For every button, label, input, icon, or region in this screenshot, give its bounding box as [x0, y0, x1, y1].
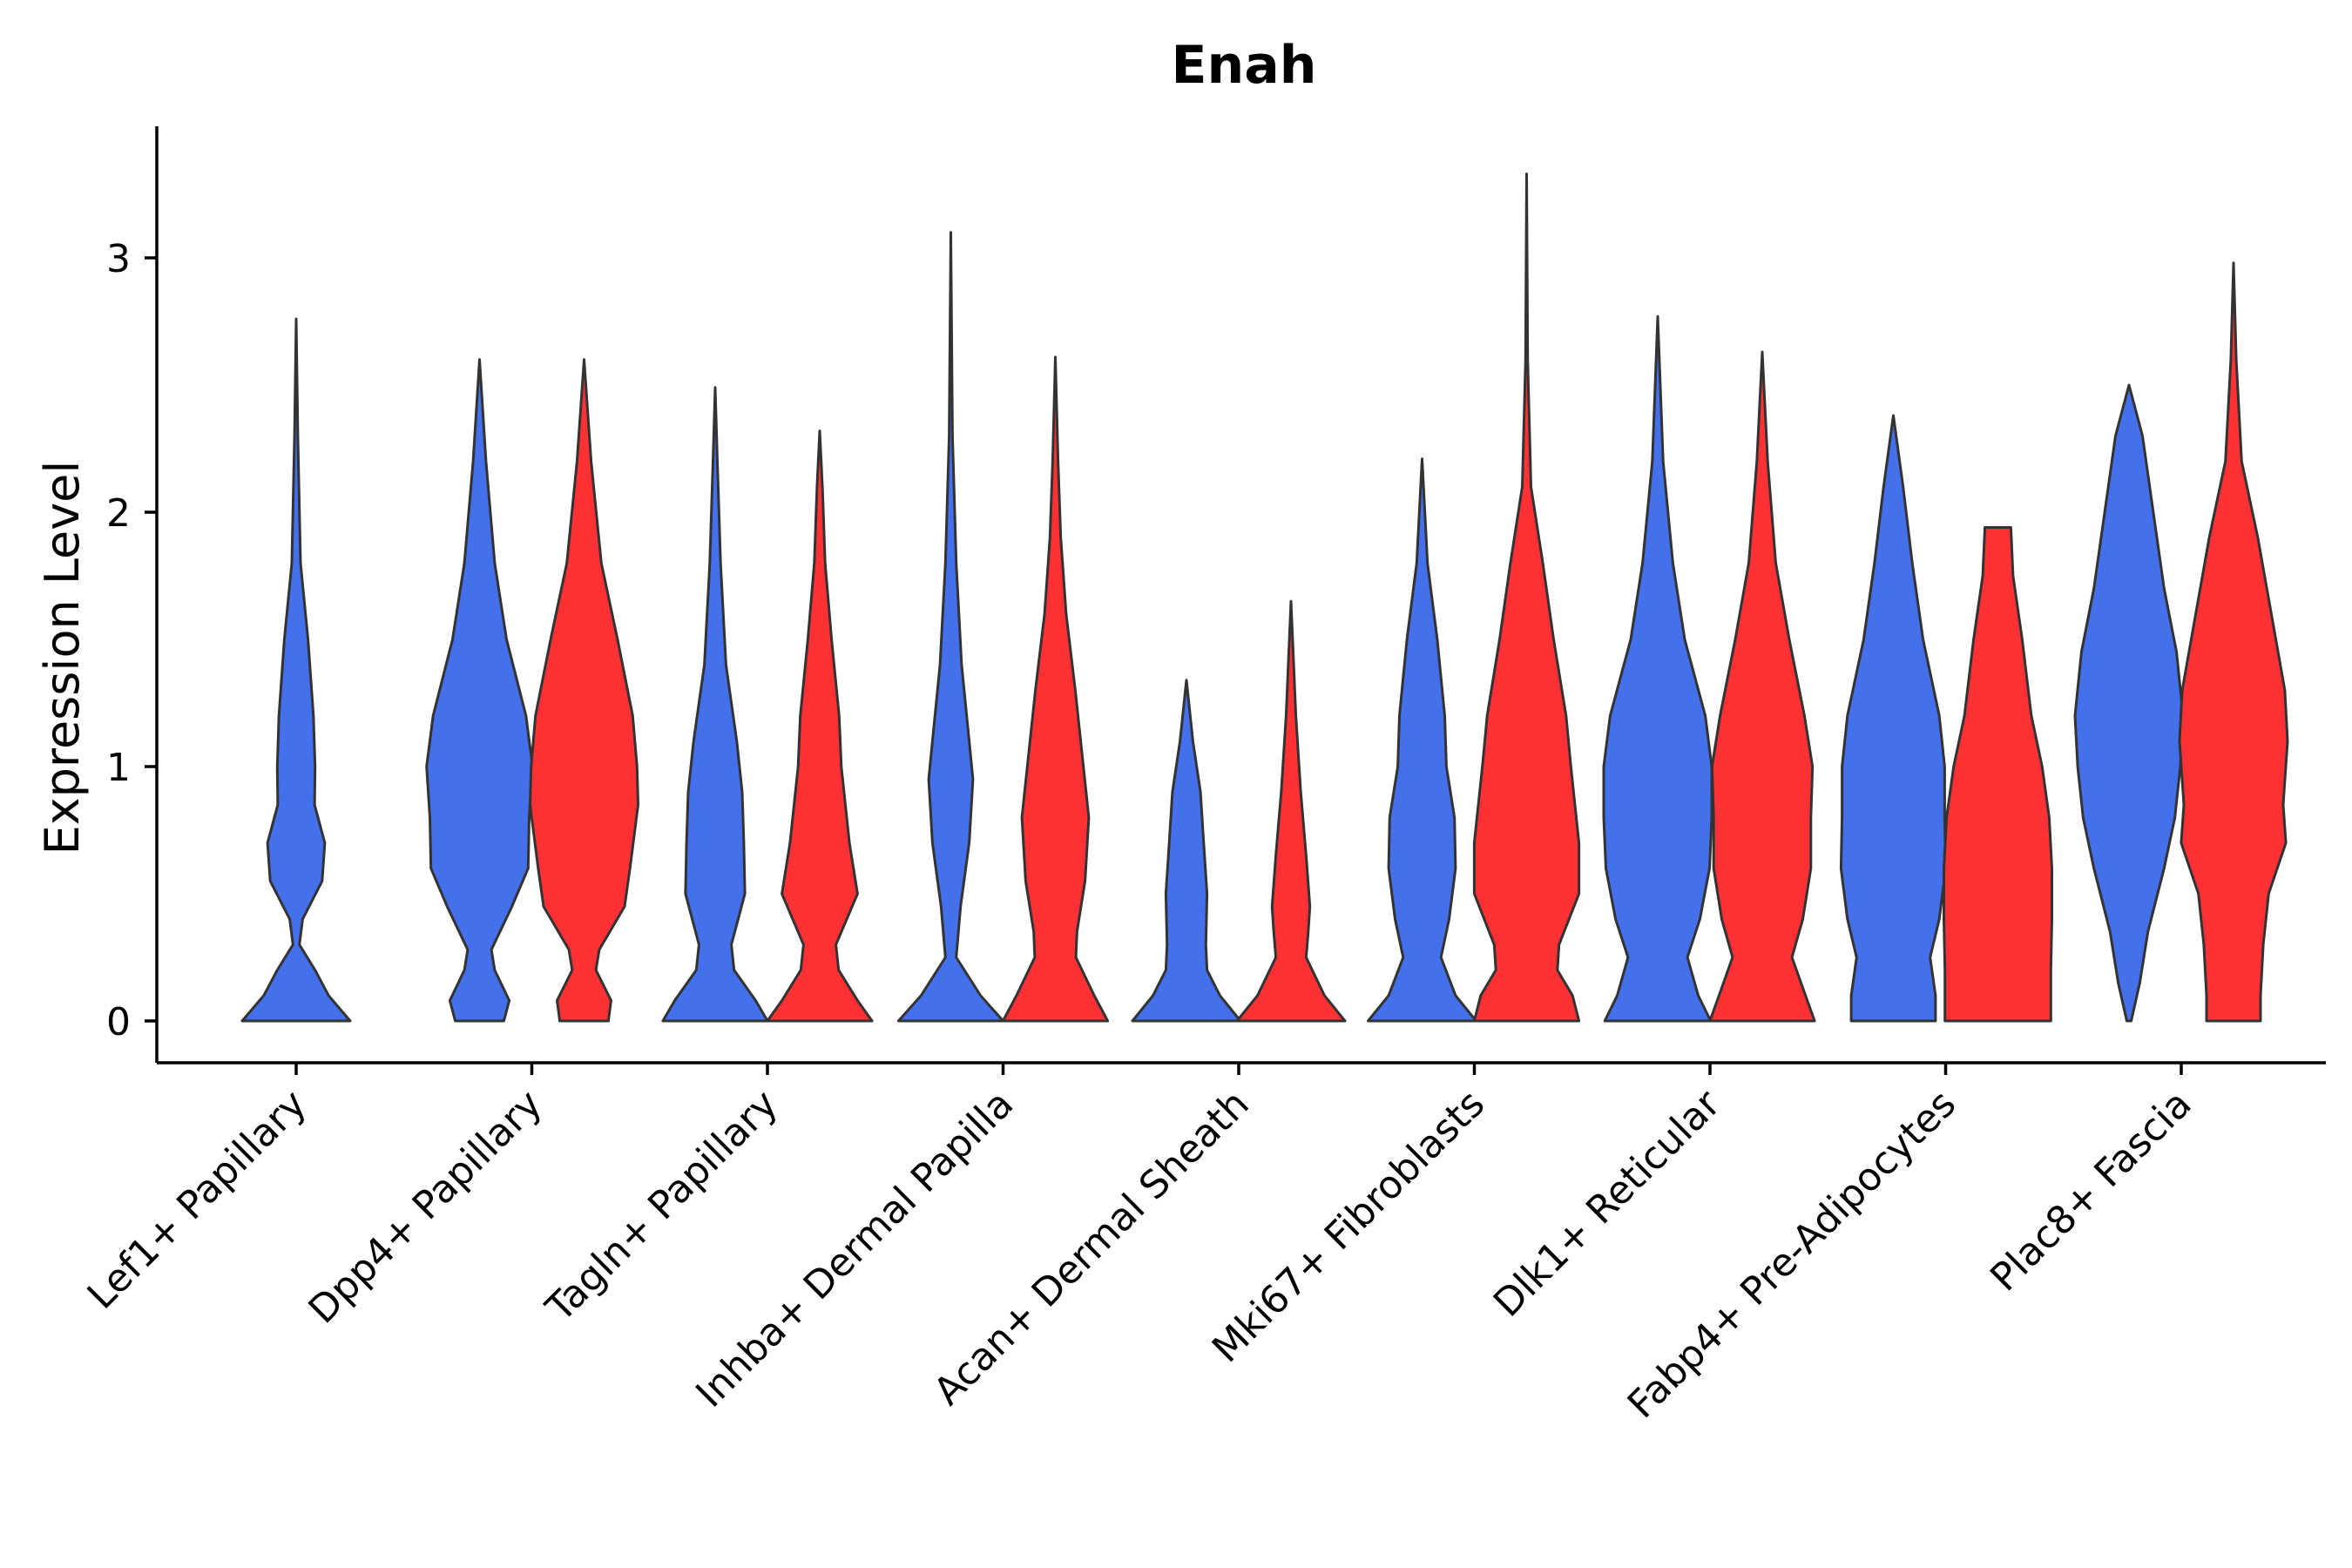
- x-tick-label: Lef1+ Papillary: [79, 1082, 315, 1318]
- violin-fabp4-pre-adipocytes-group2: [1943, 526, 2053, 1023]
- violin-layer: [240, 172, 2289, 1023]
- violin-inhba-dermal-papilla-group1: [896, 231, 1005, 1023]
- violin-fabp4-pre-adipocytes-group1: [1839, 414, 1948, 1023]
- x-tick-label: Plac8+ Fascia: [1982, 1082, 2200, 1301]
- x-tick-label: Tagln+ Papillary: [537, 1082, 787, 1331]
- violin-mki67-fibroblasts-group2: [1472, 172, 1581, 1023]
- violin-mki67-fibroblasts-group1: [1367, 457, 1477, 1023]
- violin-acan-dermal-sheath-group2: [1235, 599, 1347, 1023]
- violin-acan-dermal-sheath-group1: [1131, 679, 1242, 1023]
- violin-tagln-papillary-group2: [766, 429, 874, 1023]
- violin-dlk1-reticular-group2: [1708, 350, 1816, 1023]
- violin-lef1-papillary-group1: [240, 317, 352, 1023]
- x-tick-label: Dlk1+ Reticular: [1485, 1081, 1730, 1326]
- y-axis-label: Expression Level: [35, 461, 90, 855]
- chart-title: Enah: [1172, 35, 1317, 96]
- violin-plac8-fascia-group1: [2073, 383, 2185, 1023]
- y-tick-label: 1: [106, 746, 131, 790]
- violin-dpp4-papillary-group2: [529, 358, 639, 1023]
- x-tick-label: Mki67+ Fibroblasts: [1204, 1082, 1493, 1371]
- y-tick-label: 0: [106, 1000, 131, 1044]
- y-tick-label: 3: [106, 237, 131, 281]
- violin-inhba-dermal-papilla-group2: [1001, 355, 1110, 1023]
- violin-tagln-papillary-group1: [661, 386, 769, 1023]
- violin-dpp4-papillary-group1: [425, 358, 534, 1023]
- violin-plac8-fascia-group2: [2178, 261, 2289, 1023]
- y-tick-label: 2: [106, 491, 131, 536]
- x-tick-label: Dpp4+ Papillary: [301, 1082, 551, 1333]
- violin-dlk1-reticular-group1: [1602, 314, 1713, 1023]
